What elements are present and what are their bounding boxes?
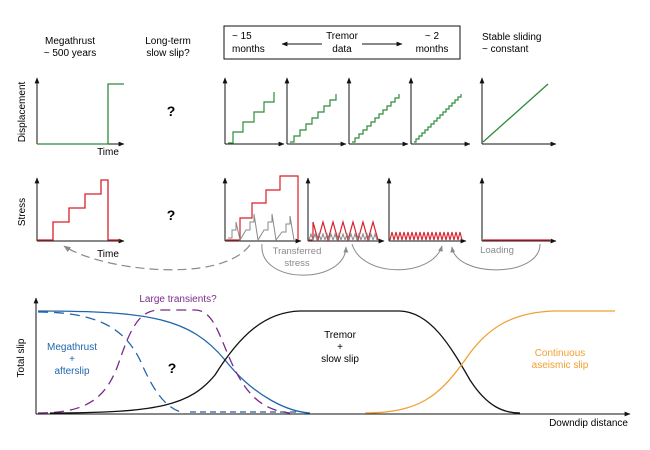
stress-megathrust-plot — [34, 177, 125, 244]
transfer-dashed-arrow — [63, 244, 251, 271]
stress-tremor-plot-1 — [222, 175, 302, 244]
tremor-center-line2: data — [332, 44, 352, 55]
displacement-label: Displacement — [17, 81, 28, 142]
displacement-question-mark: ? — [167, 103, 176, 119]
loading-arc — [450, 243, 541, 271]
header-long-term-line1: Long-term — [145, 36, 191, 47]
header-megathrust-line2: ~ 500 years — [44, 48, 97, 59]
large-transients-curve — [37, 309, 291, 414]
header-long-term-line2: slow slip? — [146, 48, 190, 59]
header-stable-line2: ~ constant — [482, 44, 529, 55]
total-slip-ylabel: Total slip — [16, 338, 27, 377]
stress-time-label: Time — [97, 249, 119, 260]
stress-tremor-plot-2 — [305, 177, 385, 244]
stress-stable-plot — [479, 177, 557, 244]
transfer-arc-1 — [261, 243, 349, 276]
tremor-right-line1: ~ 2 — [425, 31, 440, 42]
displacement-tremor-plot-3 — [346, 77, 409, 147]
header-stable-line1: Stable sliding — [482, 32, 541, 43]
tremor-header-box — [223, 25, 461, 60]
megathrust-afterslip-curve — [37, 310, 311, 414]
stress-label: Stress — [17, 198, 28, 226]
displacement-tremor-plot-4 — [408, 77, 471, 147]
continuous-label-line1: Continuous — [535, 348, 586, 359]
stress-question-mark: ? — [167, 207, 176, 223]
tremor-slow-slip-curve — [49, 310, 521, 414]
tremor-left-line1: ~ 15 — [232, 31, 252, 42]
continuous-label-line2: aseismic slip — [532, 360, 589, 371]
megathrust-afterslip-dashed-curve — [37, 311, 186, 414]
continuous-aseismic-curve — [364, 310, 615, 414]
tremor-label-line1: Tremor — [324, 330, 357, 341]
transfer-arc-2 — [351, 243, 443, 271]
displacement-stable-plot — [479, 77, 557, 147]
megathrust-label-line3: afterslip — [54, 366, 89, 377]
downdip-distance-xlabel: Downdip distance — [549, 418, 628, 429]
loading-label: Loading — [480, 245, 514, 256]
tremor-center-line1: Tremor — [326, 31, 359, 42]
tremor-label-line2: + — [337, 342, 343, 353]
displacement-megathrust-plot — [34, 77, 125, 147]
megathrust-label-line2: + — [69, 354, 75, 365]
bottom-question-mark: ? — [168, 360, 177, 376]
transferred-stress-line1: Transferred — [273, 246, 322, 257]
header-megathrust-line1: Megathrust — [45, 36, 95, 47]
tremor-left-line2: months — [232, 44, 265, 55]
tremor-label-line3: slow slip — [321, 354, 359, 365]
total-slip-axes — [33, 297, 631, 417]
stress-tremor-plot-3 — [386, 177, 467, 244]
transferred-stress-line2: stress — [284, 258, 310, 269]
displacement-tremor-plot-1 — [222, 77, 285, 147]
displacement-time-label: Time — [97, 147, 119, 158]
megathrust-label-line1: Megathrust — [47, 342, 97, 353]
large-transients-label: Large transients? — [139, 294, 217, 305]
tremor-right-line2: months — [416, 44, 449, 55]
displacement-tremor-plot-2 — [284, 77, 347, 147]
